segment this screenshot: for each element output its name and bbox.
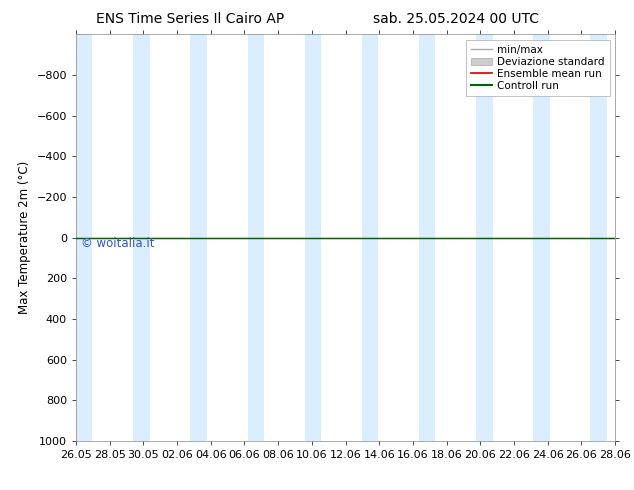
Legend: min/max, Deviazione standard, Ensemble mean run, Controll run: min/max, Deviazione standard, Ensemble m… [466,40,610,96]
Bar [305,34,321,441]
Bar [76,34,93,441]
Bar [590,34,607,441]
Bar [133,34,150,441]
Bar [533,34,550,441]
Y-axis label: Max Temperature 2m (°C): Max Temperature 2m (°C) [18,161,31,314]
Text: sab. 25.05.2024 00 UTC: sab. 25.05.2024 00 UTC [373,12,540,26]
Text: © woitalia.it: © woitalia.it [81,237,155,250]
Bar [476,34,493,441]
Bar [419,34,436,441]
Bar [247,34,264,441]
Bar [362,34,378,441]
Bar [190,34,207,441]
Text: ENS Time Series Il Cairo AP: ENS Time Series Il Cairo AP [96,12,284,26]
